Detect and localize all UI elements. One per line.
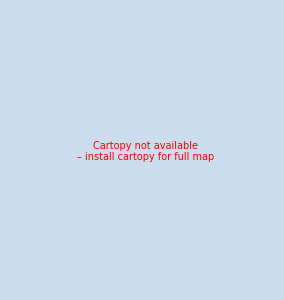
Text: Cartopy not available
– install cartopy for full map: Cartopy not available – install cartopy …: [77, 141, 214, 162]
